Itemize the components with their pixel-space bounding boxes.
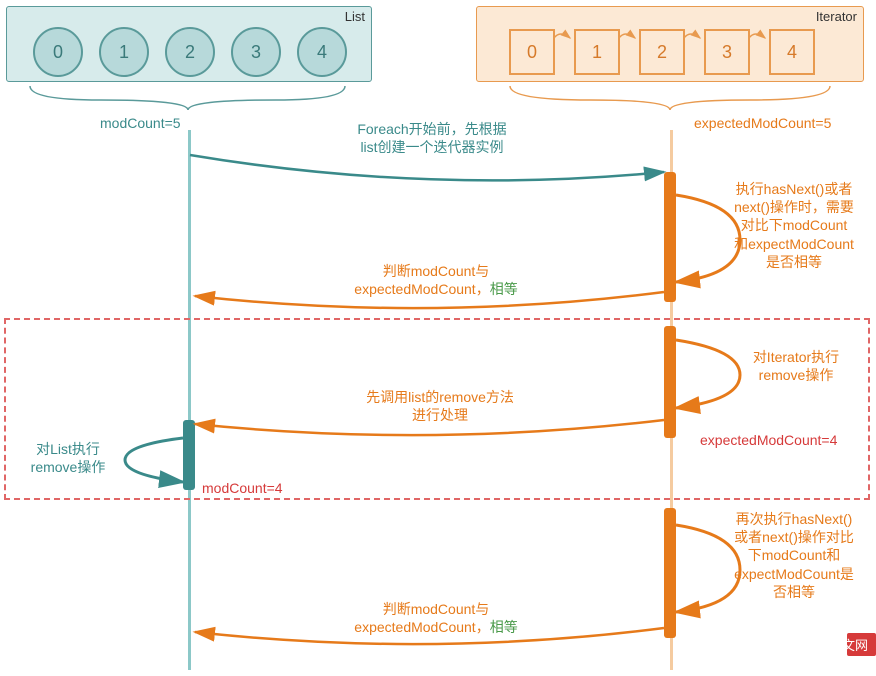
modcount-initial: modCount=5 xyxy=(100,115,181,131)
activation-iter-2 xyxy=(664,326,676,438)
php-badge: 中文网 xyxy=(847,633,876,656)
expected-initial: expectedModCount=5 xyxy=(694,115,831,131)
hn1-l5: 是否相等 xyxy=(766,254,822,270)
php-brand: php xyxy=(804,640,828,655)
list-node-2: 2 xyxy=(165,27,215,77)
badge-suffix: 中文网 xyxy=(829,638,868,653)
j2-eq: 相等 xyxy=(490,619,518,635)
judge1-msg: 判断modCount与 expectedModCount，相等 xyxy=(306,262,566,298)
iter-node-3: 3 xyxy=(704,29,750,75)
hn1-l1: 执行hasNext()或者 xyxy=(736,181,853,197)
iterator-label: Iterator xyxy=(816,9,857,24)
lr-l1: 对List执行 xyxy=(36,441,100,457)
j1-l1: 判断modCount与 xyxy=(383,263,490,279)
iterator-box: Iterator 0 1 2 3 4 xyxy=(476,6,864,82)
j1-eq: 相等 xyxy=(490,281,518,297)
hn2-l3: 下modCount和 xyxy=(748,547,841,563)
iter-remove-msg: 对Iterator执行 remove操作 xyxy=(726,348,866,384)
list-node-4: 4 xyxy=(297,27,347,77)
hn1-l3: 对比下modCount xyxy=(741,217,848,233)
iter-node-4: 4 xyxy=(769,29,815,75)
j2-l1: 判断modCount与 xyxy=(383,601,490,617)
modcount-after: modCount=4 xyxy=(202,480,283,496)
foreach-msg: Foreach开始前，先根据 list创建一个迭代器实例 xyxy=(302,120,562,156)
j2-l2: expectedModCount， xyxy=(354,619,489,635)
diagram-container: List 0 1 2 3 4 Iterator 0 1 2 3 4 xyxy=(0,0,876,676)
list-box: List 0 1 2 3 4 xyxy=(6,6,372,82)
ir-l1: 对Iterator执行 xyxy=(753,349,839,365)
iter-node-1: 1 xyxy=(574,29,620,75)
hasnext1-msg: 执行hasNext()或者 next()操作时，需要 对比下modCount 和… xyxy=(714,180,874,271)
iter-node-2: 2 xyxy=(639,29,685,75)
hn1-l2: next()操作时，需要 xyxy=(734,199,854,215)
cr-l2: 进行处理 xyxy=(412,407,468,423)
judge2-msg: 判断modCount与 expectedModCount，相等 xyxy=(306,600,566,636)
hn1-l4: 和expectModCount xyxy=(734,236,854,252)
expected-after: expectedModCount=4 xyxy=(700,432,837,448)
list-node-0: 0 xyxy=(33,27,83,77)
hn2-l4: expectModCount是 xyxy=(734,566,854,582)
j1-l2: expectedModCount， xyxy=(354,281,489,297)
list-label: List xyxy=(345,9,365,24)
list-node-1: 1 xyxy=(99,27,149,77)
activation-iter-1 xyxy=(664,172,676,302)
activation-iter-3 xyxy=(664,508,676,638)
foreach-l1: Foreach开始前，先根据 xyxy=(357,121,506,137)
call-remove-msg: 先调用list的remove方法 进行处理 xyxy=(320,388,560,424)
list-remove-msg: 对List执行 remove操作 xyxy=(18,440,118,476)
ir-l2: remove操作 xyxy=(759,367,834,383)
hasnext2-msg: 再次执行hasNext() 或者next()操作对比 下modCount和 ex… xyxy=(714,510,874,601)
activation-list xyxy=(183,420,195,490)
cr-l1: 先调用list的remove方法 xyxy=(366,389,514,405)
hn2-l1: 再次执行hasNext() xyxy=(736,511,853,527)
foreach-l2: list创建一个迭代器实例 xyxy=(360,139,503,155)
hn2-l5: 否相等 xyxy=(773,584,815,600)
hn2-l2: 或者next()操作对比 xyxy=(734,529,854,545)
list-node-3: 3 xyxy=(231,27,281,77)
iter-node-0: 0 xyxy=(509,29,555,75)
lr-l2: remove操作 xyxy=(31,459,106,475)
